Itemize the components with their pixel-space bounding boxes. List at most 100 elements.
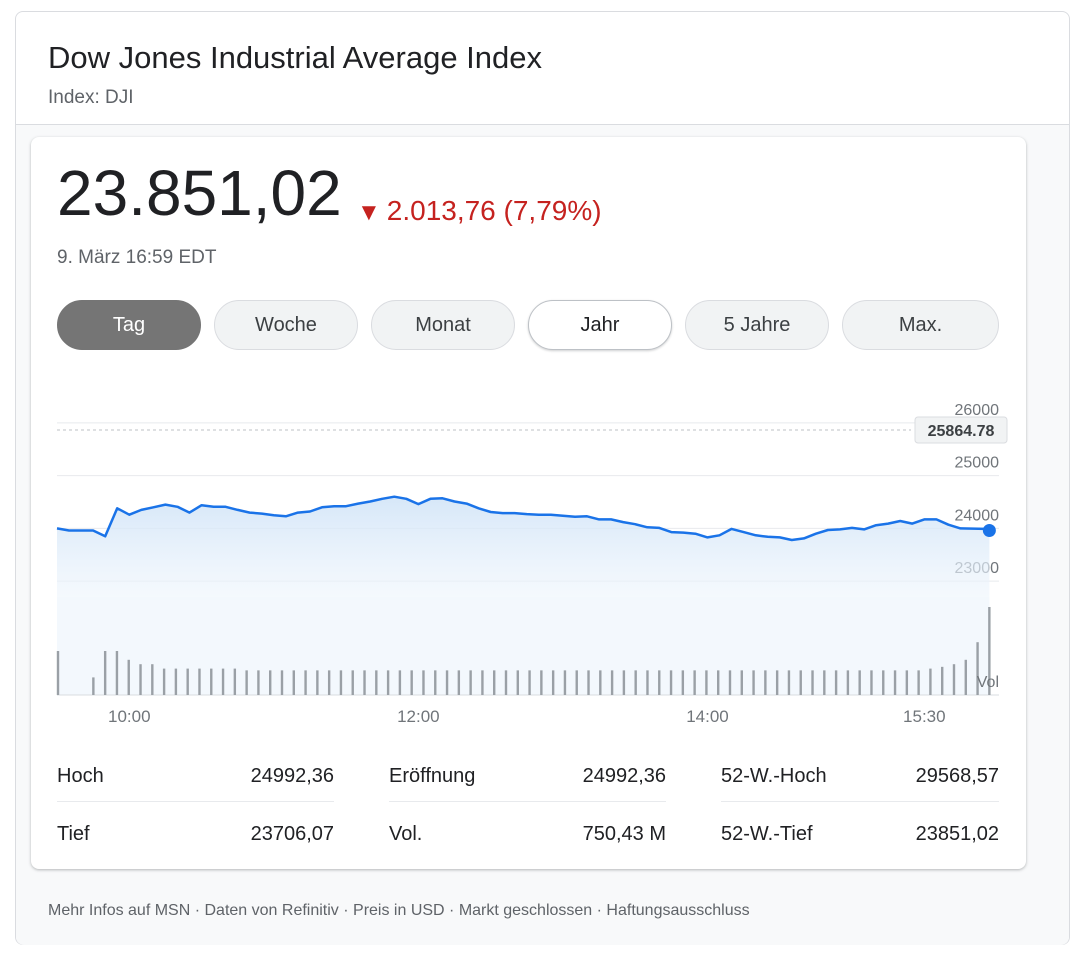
- volume-bar: [198, 668, 201, 695]
- volume-bar: [929, 668, 932, 695]
- volume-bar: [870, 670, 873, 695]
- stat-label-vol: Vol.: [389, 823, 423, 845]
- stat-value-hoch: 24992,36: [250, 765, 334, 787]
- divider: [57, 801, 334, 802]
- volume-bar: [245, 670, 248, 695]
- stat-label-52w-hoch: 52-W.-Hoch: [721, 765, 827, 787]
- index-title: Dow Jones Industrial Average Index: [48, 40, 543, 75]
- tab-5-jahre[interactable]: 5 Jahre: [685, 300, 829, 350]
- stat-label-eroeffnung: Eröffnung: [389, 765, 476, 787]
- y-tick-label: 24000: [955, 507, 1000, 524]
- volume-bar: [610, 670, 614, 695]
- index-subtitle: Index: DJI: [48, 87, 134, 108]
- volume-bar: [834, 670, 838, 695]
- tab-jahr[interactable]: Jahr: [528, 300, 672, 350]
- volume-bar: [410, 670, 413, 695]
- volume-bar: [681, 670, 685, 695]
- volume-bar: [622, 670, 626, 695]
- intraday-chart[interactable]: 2300024000250002600025864.78Vol10:0012:0…: [31, 377, 1026, 737]
- volume-bar: [469, 670, 472, 695]
- last-price-dot: [982, 524, 996, 537]
- previous-close-box: [914, 416, 1008, 444]
- volume-bar: [186, 668, 189, 695]
- price-change-value: 2.013,76 (7,79%): [386, 195, 602, 226]
- stat-label-52w-tief: 52-W.-Tief: [721, 823, 813, 845]
- x-tick-label: 15:30: [903, 707, 946, 726]
- volume-bar: [823, 670, 826, 695]
- volume-bar: [669, 670, 673, 695]
- area-fade: [57, 597, 990, 695]
- volume-bar: [174, 668, 178, 695]
- tab-label: Woche: [255, 313, 317, 336]
- y-tick-label: 26000: [955, 402, 1000, 419]
- data-source-link[interactable]: Daten von Refinitiv: [204, 902, 339, 919]
- volume-bar: [634, 670, 637, 695]
- range-tabs: Tag Woche Monat Jahr 5 Jahre Max.: [57, 300, 999, 352]
- volume-bar: [210, 668, 213, 695]
- tab-tag[interactable]: Tag: [57, 300, 201, 350]
- volume-bar: [752, 670, 755, 695]
- volume-bar: [269, 670, 272, 695]
- volume-bar: [764, 670, 767, 695]
- disclaimer-link[interactable]: Haftungsausschluss: [606, 902, 750, 919]
- volume-bar: [658, 670, 661, 695]
- market-status: Markt geschlossen: [458, 902, 593, 919]
- volume-bar: [811, 670, 814, 695]
- volume-bar: [434, 670, 437, 695]
- x-tick-label: 14:00: [686, 707, 729, 726]
- volume-label: Vol: [977, 674, 999, 691]
- volume-bar: [988, 607, 991, 695]
- stat-value-eroeffnung: 24992,36: [582, 765, 666, 787]
- volume-bar: [316, 670, 319, 695]
- volume-bar: [964, 659, 967, 695]
- tab-label: Monat: [415, 313, 471, 336]
- volume-bar: [728, 670, 732, 695]
- volume-bar: [351, 670, 354, 695]
- current-price: 23.851,02: [57, 157, 342, 229]
- tab-label: Jahr: [580, 313, 620, 336]
- volume-bar: [775, 670, 779, 695]
- volume-bar: [363, 670, 366, 695]
- divider: [721, 801, 999, 802]
- volume-bar: [115, 651, 119, 695]
- volume-bar: [398, 670, 402, 695]
- volume-bar: [846, 670, 850, 695]
- volume-bar: [292, 670, 295, 695]
- tab-label: 5 Jahre: [723, 313, 791, 336]
- footer-separator: ·: [190, 902, 205, 919]
- volume-bar: [551, 670, 555, 695]
- volume-bar: [504, 670, 508, 695]
- volume-bar: [787, 670, 791, 695]
- tab-label: Tag: [112, 313, 146, 336]
- volume-bar: [717, 670, 720, 695]
- down-arrow-icon: ▼: [357, 199, 381, 226]
- tab-woche[interactable]: Woche: [214, 300, 358, 350]
- volume-bar: [799, 670, 802, 695]
- volume-bar: [139, 664, 142, 695]
- volume-bar: [882, 670, 885, 695]
- volume-bar: [127, 659, 130, 695]
- divider: [389, 801, 666, 802]
- footer-separator: ·: [338, 902, 354, 919]
- volume-bar: [976, 642, 979, 695]
- more-info-link[interactable]: Mehr Infos auf MSN: [48, 902, 191, 919]
- volume-bar: [92, 677, 95, 695]
- volume-bar: [481, 670, 484, 695]
- volume-bar: [103, 651, 107, 695]
- volume-bar: [952, 664, 956, 695]
- stat-value-52w-tief: 23851,02: [915, 823, 999, 845]
- tab-max[interactable]: Max.: [842, 300, 999, 350]
- footer-separator: ·: [444, 902, 459, 919]
- price-line: [56, 495, 990, 542]
- volume-bar: [528, 670, 531, 695]
- footer-separator: ·: [592, 902, 607, 919]
- tab-monat[interactable]: Monat: [371, 300, 515, 350]
- volume-bar: [587, 670, 590, 695]
- stat-label-tief: Tief: [57, 823, 90, 845]
- widget-header: Dow Jones Industrial Average Index Index…: [16, 12, 1069, 125]
- volume-bar: [221, 668, 225, 695]
- stat-value-52w-hoch: 29568,57: [915, 765, 999, 787]
- volume-bar: [905, 670, 909, 695]
- quote-timestamp: 9. März 16:59 EDT: [57, 247, 217, 268]
- volume-bar: [257, 670, 260, 695]
